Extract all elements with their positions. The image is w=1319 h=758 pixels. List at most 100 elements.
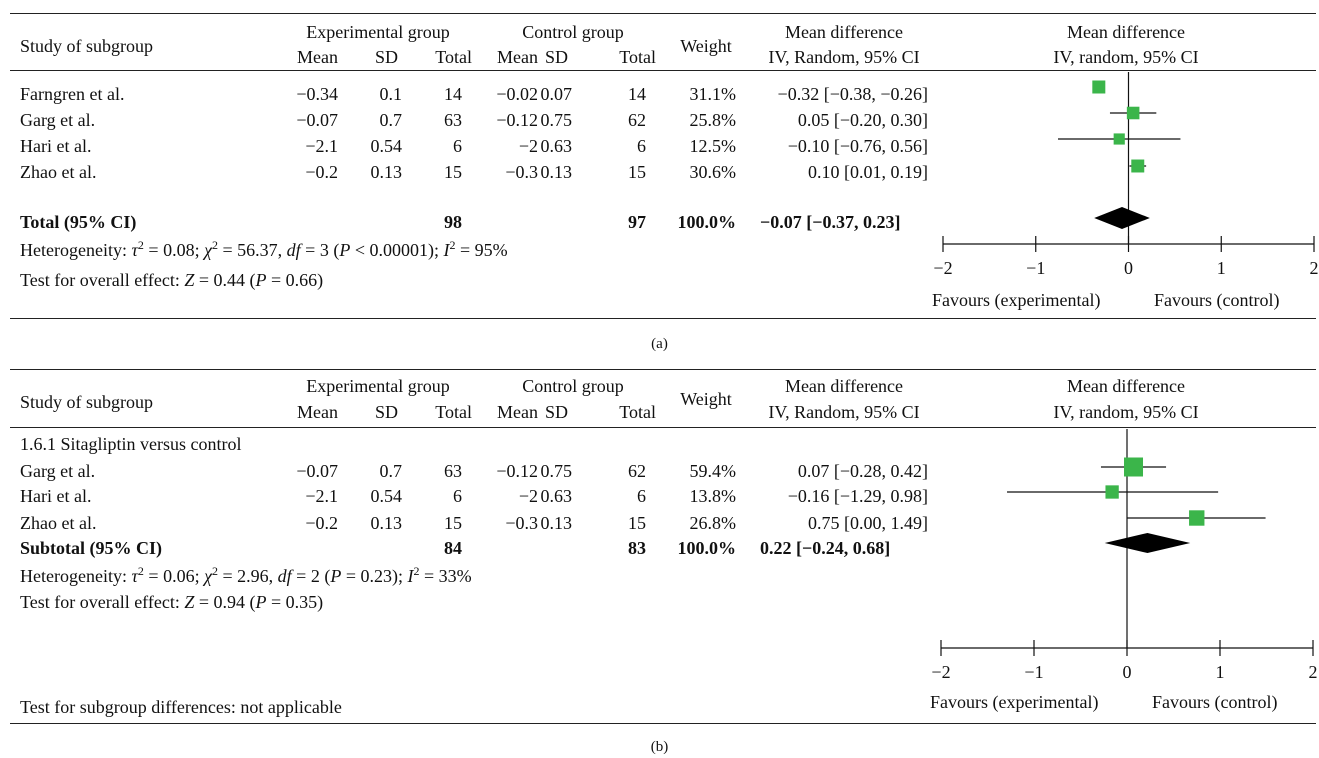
favours-control-a: Favours (control): [1154, 290, 1280, 310]
x-tick-label: −2: [933, 258, 952, 278]
study-e-total: 14: [444, 84, 462, 104]
study-name: Garg et al.: [20, 110, 96, 130]
study-c-sd: 0.75: [540, 110, 573, 130]
study-e-sd: 0.13: [370, 513, 403, 533]
effect-marker: [1124, 457, 1144, 477]
x-tick-label: 1: [1216, 662, 1225, 682]
control-group-header: Control group: [522, 376, 624, 396]
study-e-mean: −0.07: [296, 461, 338, 481]
md-header-title: Mean difference: [784, 376, 904, 396]
study-e-mean: −2.1: [305, 486, 338, 506]
study-e-mean: −0.2: [305, 162, 338, 182]
study-weight: 26.8%: [689, 513, 737, 533]
experimental-group-header: Experimental group: [306, 22, 450, 42]
study-e-sd: 0.1: [379, 84, 403, 104]
exp-total-header: Total: [435, 402, 472, 422]
study-c-sd: 0.63: [540, 486, 573, 506]
study-ci: 0.75 [0.00, 1.49]: [808, 513, 928, 533]
exp-mean-header: Mean: [297, 47, 338, 67]
study-ci: 0.10 [0.01, 0.19]: [808, 162, 928, 182]
weight-header: Weight: [680, 36, 732, 56]
study-e-total: 15: [444, 513, 462, 533]
total-weight: 100.0%: [677, 212, 737, 232]
study-c-total: 14: [628, 84, 646, 104]
pooled-diamond: [1104, 533, 1191, 553]
overall-effect-text: Test for overall effect: Z = 0.94 (P = 0…: [20, 592, 324, 612]
study-c-total: 62: [628, 461, 646, 481]
study-weight: 13.8%: [689, 486, 737, 506]
exp-sd-header: SD: [374, 402, 398, 422]
study-name: Hari et al.: [20, 136, 92, 156]
study-c-sd: 0.13: [540, 513, 573, 533]
total-ci: −0.07 [−0.37, 0.23]: [760, 212, 901, 232]
study-e-total: 6: [453, 486, 462, 506]
ctrl-mean-header: Mean: [497, 47, 538, 67]
study-c-mean: −2: [518, 136, 538, 156]
study-e-sd: 0.7: [379, 110, 403, 130]
study-e-sd: 0.54: [370, 136, 403, 156]
study-name: Zhao et al.: [20, 162, 97, 182]
exp-sd-header: SD: [374, 47, 398, 67]
top-rule: [10, 13, 1316, 14]
caption-b: (b): [650, 739, 669, 755]
subgroup-differences-note: Test for subgroup differences: not appli…: [20, 697, 342, 717]
study-c-total: 6: [637, 486, 646, 506]
study-e-sd: 0.13: [370, 162, 403, 182]
subgroup-label: 1.6.1 Sitagliptin versus control: [20, 434, 242, 454]
top-rule-b: [10, 369, 1316, 370]
pooled-diamond: [1094, 207, 1150, 229]
exp-mean-header: Mean: [297, 402, 338, 422]
study-ci: 0.05 [−0.20, 0.30]: [797, 110, 928, 130]
subtotal-exp-n: 84: [444, 538, 462, 558]
study-name: Farngren et al.: [20, 84, 125, 104]
study-e-total: 15: [444, 162, 462, 182]
x-tick-label: 2: [1310, 258, 1319, 278]
study-name: Zhao et al.: [20, 513, 97, 533]
study-weight: 30.6%: [689, 162, 737, 182]
heterogeneity-text: Heterogeneity: τ2 = 0.08; χ2 = 56.37, df…: [20, 238, 508, 260]
effect-marker: [1189, 510, 1205, 526]
study-column-header: Study of subgroup: [20, 36, 154, 56]
study-c-total: 62: [628, 110, 646, 130]
study-c-sd: 0.75: [540, 461, 573, 481]
x-tick-label: −1: [1026, 258, 1045, 278]
ctrl-sd-header: SD: [544, 402, 568, 422]
study-weight: 25.8%: [689, 110, 737, 130]
study-e-mean: −0.07: [296, 110, 338, 130]
heterogeneity-text: Heterogeneity: τ2 = 0.06; χ2 = 2.96, df …: [20, 564, 472, 586]
x-tick-label: 0: [1124, 258, 1133, 278]
overall-effect-text: Test for overall effect: Z = 0.44 (P = 0…: [20, 270, 324, 290]
header-rule-b: [10, 427, 1316, 428]
study-c-mean: −0.3: [505, 513, 538, 533]
study-e-sd: 0.54: [370, 486, 403, 506]
study-c-mean: −0.3: [505, 162, 538, 182]
study-c-mean: −0.12: [496, 461, 538, 481]
header-rule: [10, 70, 1316, 71]
experimental-group-header: Experimental group: [306, 376, 450, 396]
effect-marker: [1105, 485, 1119, 499]
study-e-total: 6: [453, 136, 462, 156]
ctrl-sd-header: SD: [544, 47, 568, 67]
total-label: Total (95% CI): [20, 212, 137, 232]
study-c-mean: −0.02: [496, 84, 538, 104]
x-tick-label: −1: [1024, 662, 1043, 682]
total-exp-n: 98: [444, 212, 462, 232]
weight-header: Weight: [680, 389, 732, 409]
study-name: Garg et al.: [20, 461, 96, 481]
subtotal-label: Subtotal (95% CI): [20, 538, 163, 558]
total-ctrl-n: 97: [628, 212, 646, 232]
bottom-rule-b: [10, 723, 1316, 724]
bottom-rule-a: [10, 318, 1316, 319]
control-group-header: Control group: [522, 22, 624, 42]
study-c-total: 6: [637, 136, 646, 156]
effect-marker: [1092, 80, 1106, 94]
study-c-sd: 0.07: [540, 84, 573, 104]
md-header-sub: IV, Random, 95% CI: [768, 402, 920, 422]
study-ci: −0.16 [−1.29, 0.98]: [787, 486, 928, 506]
study-e-total: 63: [444, 461, 462, 481]
study-weight: 31.1%: [689, 84, 737, 104]
ctrl-total-header: Total: [619, 402, 656, 422]
x-tick-label: −2: [931, 662, 950, 682]
favours-experimental-a: Favours (experimental): [932, 290, 1101, 310]
plot-header-title: Mean difference: [1066, 376, 1186, 396]
